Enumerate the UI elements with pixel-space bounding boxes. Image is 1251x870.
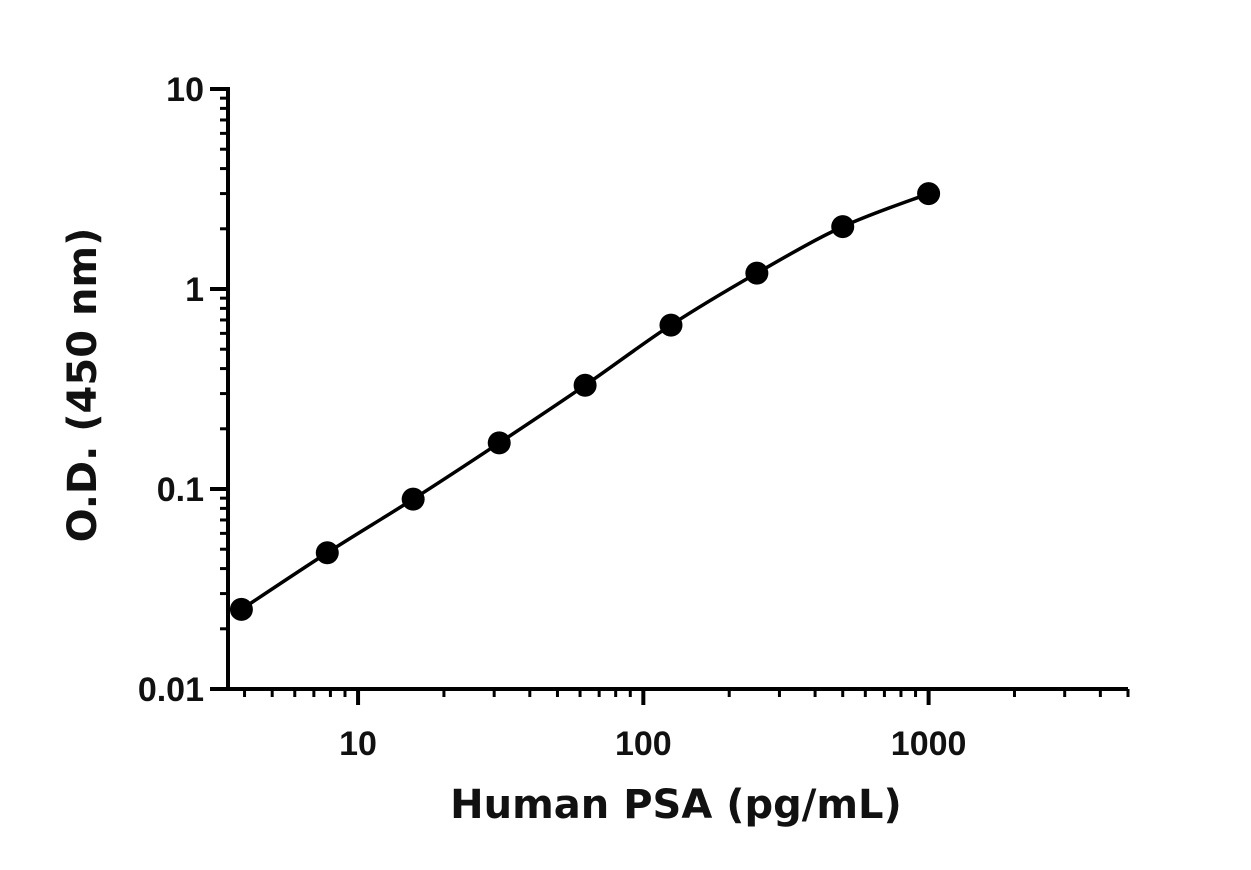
data-point: [401, 487, 425, 511]
fit-curve: [240, 191, 930, 611]
data-point: [745, 261, 769, 285]
data-points: [229, 182, 941, 621]
data-point: [659, 313, 683, 337]
y-tick-label: 0.1: [157, 471, 204, 509]
y-tick-label: 10: [166, 71, 204, 109]
y-axis-major-ticks: [210, 87, 228, 691]
y-tick-label: 1: [185, 271, 204, 309]
data-point: [229, 597, 253, 621]
y-axis-title: O.D. (450 nm): [60, 228, 106, 543]
data-point: [315, 541, 339, 565]
x-tick-label: 1000: [891, 725, 967, 763]
data-point: [487, 431, 511, 455]
data-point: [573, 373, 597, 397]
y-tick-labels: 0.01 0.1 1 10: [138, 71, 204, 709]
x-tick-labels: 10 100 1000: [339, 725, 966, 763]
x-tick-label: 100: [615, 725, 672, 763]
y-tick-label: 0.01: [138, 671, 204, 709]
x-axis-title: Human PSA (pg/mL): [450, 782, 902, 828]
data-point: [831, 215, 855, 239]
x-axis-major-ticks: [356, 689, 931, 705]
x-tick-label: 10: [339, 725, 377, 763]
data-point: [917, 182, 941, 206]
